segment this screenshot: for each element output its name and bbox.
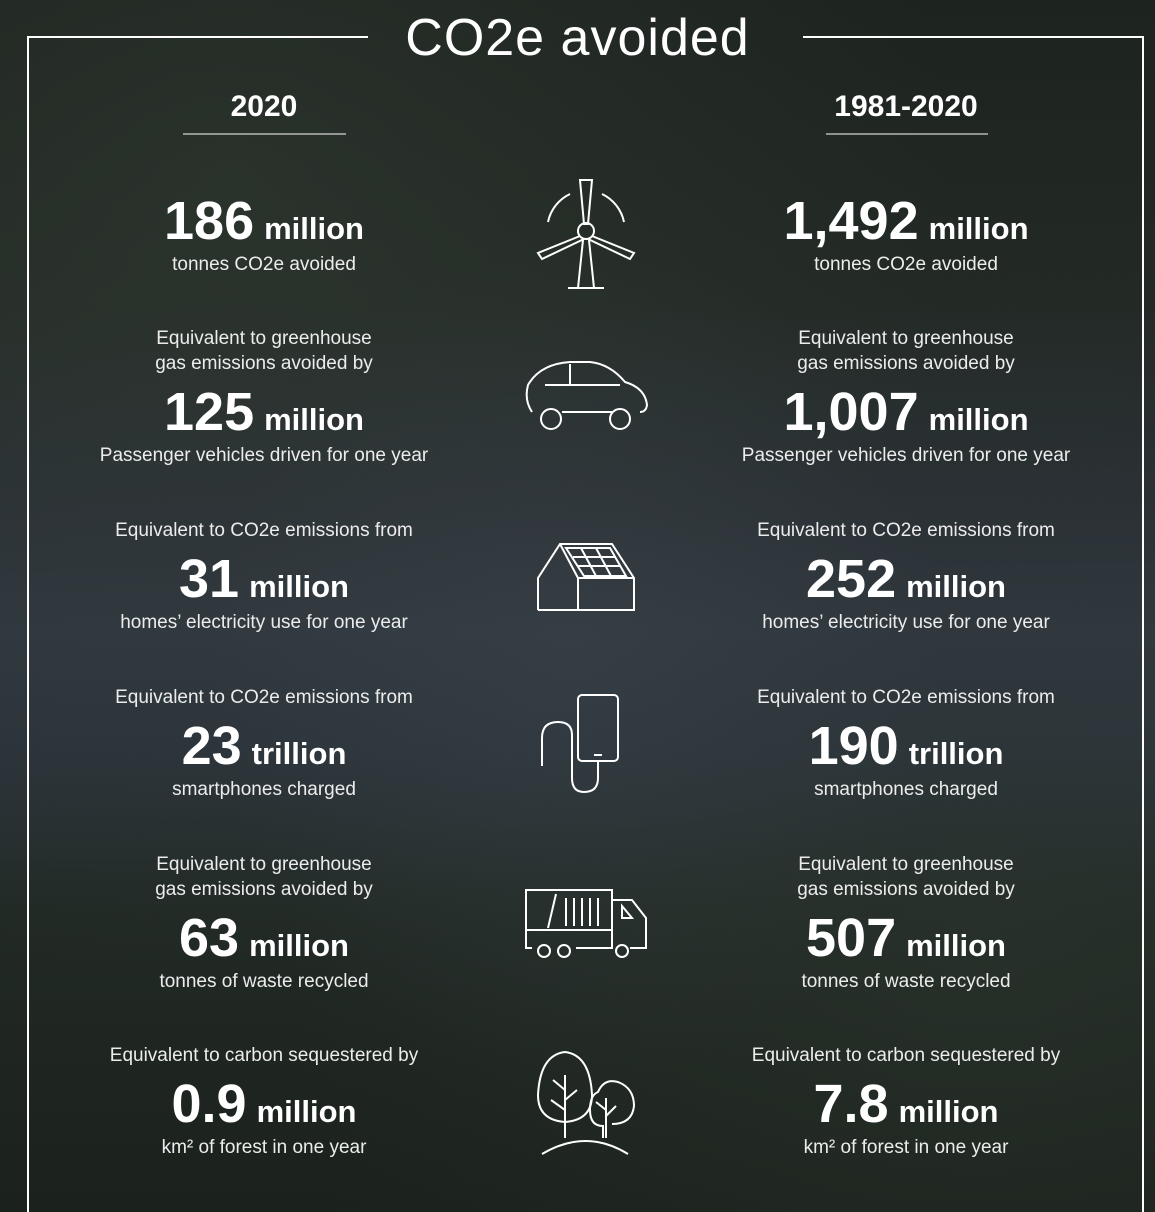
- figure: 125 million: [0, 381, 544, 443]
- unit: million: [257, 1094, 357, 1129]
- big-number: 31: [179, 549, 239, 609]
- title: CO2e avoided: [0, 8, 1155, 68]
- big-number: 507: [806, 908, 896, 968]
- caption: km² of forest in one year: [626, 1137, 1155, 1159]
- big-number: 0.9: [172, 1074, 247, 1134]
- caption: Passenger vehicles driven for one year: [626, 445, 1155, 467]
- intro-text: Equivalent to CO2e emissions from: [0, 520, 544, 542]
- intro-text: Equivalent to greenhouse: [626, 854, 1155, 876]
- column-header: 2020: [0, 90, 544, 124]
- unit: million: [249, 928, 349, 963]
- unit: million: [249, 569, 349, 604]
- intro-text: Equivalent to CO2e emissions from: [626, 520, 1155, 542]
- figure: 31 million: [0, 548, 544, 610]
- caption: tonnes CO2e avoided: [0, 254, 544, 276]
- unit: million: [906, 928, 1006, 963]
- figure: 63 million: [0, 907, 544, 969]
- big-number: 190: [809, 716, 899, 776]
- unit: trillion: [909, 736, 1004, 771]
- caption: tonnes of waste recycled: [626, 971, 1155, 993]
- unit: million: [264, 211, 364, 246]
- caption: homes’ electricity use for one year: [0, 612, 544, 634]
- big-number: 125: [164, 382, 254, 442]
- unit: million: [906, 569, 1006, 604]
- wind-turbine-icon: [538, 180, 634, 288]
- house-icon: [538, 544, 634, 610]
- unit: million: [929, 211, 1029, 246]
- big-number: 63: [179, 908, 239, 968]
- caption: km² of forest in one year: [0, 1137, 544, 1159]
- figure: 1,007 million: [626, 381, 1155, 443]
- intro-text: Equivalent to greenhouse: [626, 328, 1155, 350]
- caption: smartphones charged: [0, 779, 544, 801]
- caption: homes’ electricity use for one year: [626, 612, 1155, 634]
- intro-text: Equivalent to greenhouse: [0, 854, 544, 876]
- intro-text: gas emissions avoided by: [626, 353, 1155, 375]
- intro-text: gas emissions avoided by: [626, 879, 1155, 901]
- caption: Passenger vehicles driven for one year: [0, 445, 544, 467]
- big-number: 252: [806, 549, 896, 609]
- figure: 0.9 million: [0, 1073, 544, 1135]
- intro-text: Equivalent to CO2e emissions from: [626, 687, 1155, 709]
- trees-icon: [538, 1052, 634, 1154]
- big-number: 186: [164, 191, 254, 251]
- unit: million: [899, 1094, 999, 1129]
- figure: 1,492 million: [626, 190, 1155, 252]
- intro-text: gas emissions avoided by: [0, 879, 544, 901]
- big-number: 1,492: [783, 191, 918, 251]
- phone-icon: [542, 695, 618, 792]
- intro-text: gas emissions avoided by: [0, 353, 544, 375]
- unit: million: [264, 402, 364, 437]
- intro-text: Equivalent to greenhouse: [0, 328, 544, 350]
- intro-text: Equivalent to carbon sequestered by: [0, 1045, 544, 1067]
- big-number: 7.8: [814, 1074, 889, 1134]
- figure: 23 trillion: [0, 715, 544, 777]
- unit: trillion: [252, 736, 347, 771]
- intro-text: Equivalent to carbon sequestered by: [626, 1045, 1155, 1067]
- big-number: 1,007: [783, 382, 918, 442]
- figure: 190 trillion: [626, 715, 1155, 777]
- page: CO2e avoided (() => { const data = JSON.…: [0, 0, 1155, 1212]
- figure: 252 million: [626, 548, 1155, 610]
- unit: million: [929, 402, 1029, 437]
- caption: tonnes of waste recycled: [0, 971, 544, 993]
- big-number: 23: [182, 716, 242, 776]
- caption: tonnes CO2e avoided: [626, 254, 1155, 276]
- caption: smartphones charged: [626, 779, 1155, 801]
- column-header: 1981-2020: [626, 90, 1155, 124]
- figure: 186 million: [0, 190, 544, 252]
- figure: 7.8 million: [626, 1073, 1155, 1135]
- intro-text: Equivalent to CO2e emissions from: [0, 687, 544, 709]
- figure: 507 million: [626, 907, 1155, 969]
